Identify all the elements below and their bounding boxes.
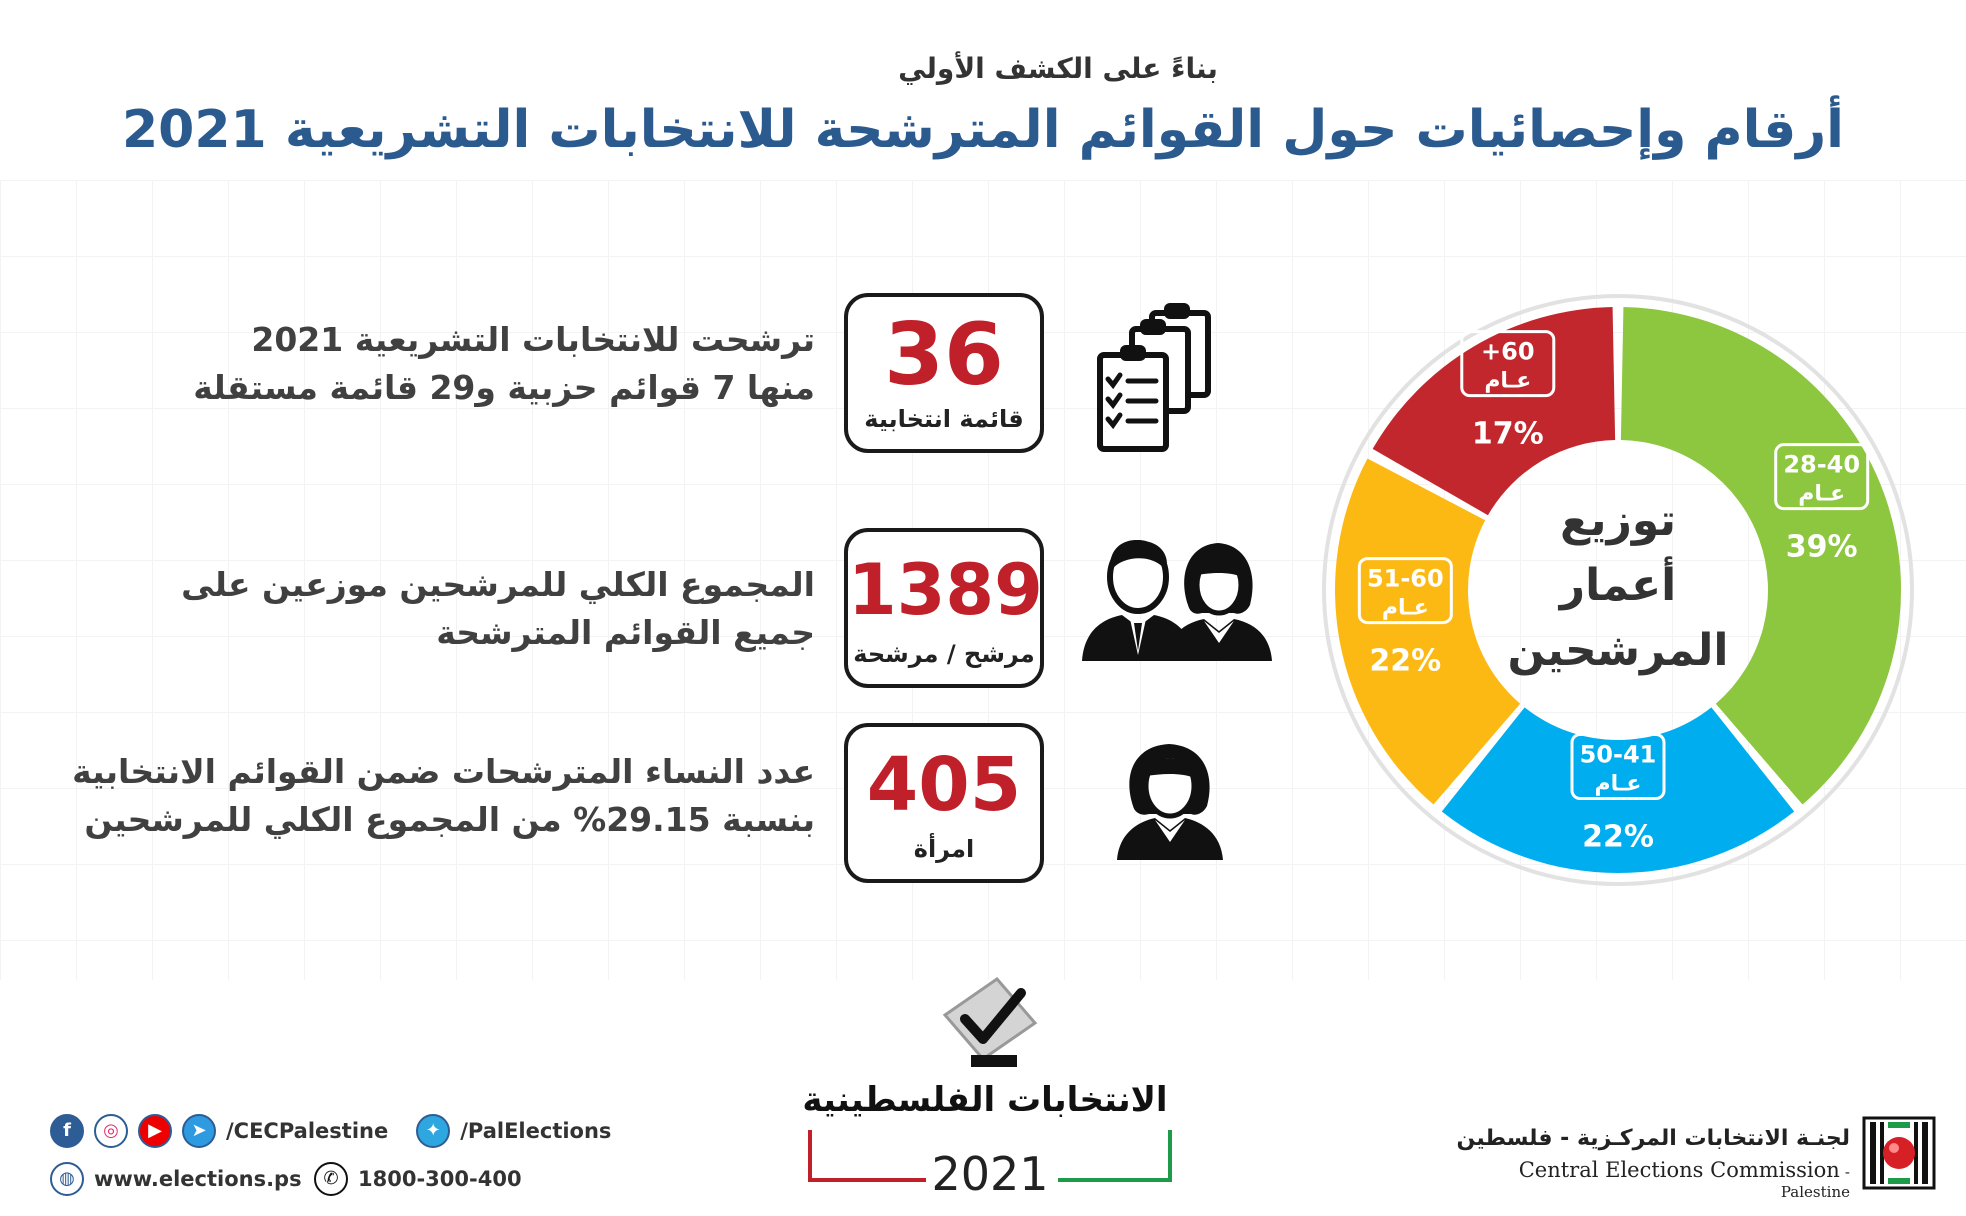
slice-range-box [1570,733,1666,800]
org-name-en-main: Central Elections Commission [1518,1158,1840,1182]
man-woman-icon [1082,540,1272,661]
slice-range-text: 51-60 [1367,565,1444,593]
stat-candidates-text: المجموع الكلي للمرشحين موزعين على جميع ا… [15,561,815,657]
slice-range-text: +60 [1481,338,1535,366]
globe-icon: ◍ [50,1162,84,1196]
slice-unit-text: عـام [1798,482,1845,507]
ballot-green-bracket-horizontal [1058,1178,1172,1182]
donut-title-line2: أعمار [1558,556,1677,611]
org-name-en: Central Elections Commission - Palestine [1450,1158,1850,1201]
contact-row: ◍ www.elections.ps ✆ 1800-300-400 [50,1162,522,1196]
social-handle-palelections[interactable]: /PalElections [460,1119,612,1143]
slice-unit-text: عـام [1484,369,1531,394]
ballot-red-bracket-horizontal [808,1178,926,1182]
donut-label-+60: +60 عـام 17% [1460,330,1556,452]
youtube-icon[interactable]: ▶ [138,1114,172,1148]
ballot-title: الانتخابات الفلسطينية [802,1080,1168,1120]
ballot-year: 2021 [931,1147,1049,1201]
stat-candidates-unit: مرشح / مرشحة [853,640,1035,668]
slice-range-text: 50-41 [1580,741,1657,769]
donut-outer-ring [1322,294,1914,886]
slice-range-box [1774,443,1870,511]
stat-women-line2: بنسبة 29.15% من المجموع الكلي للمرشحين [84,800,815,839]
social-row-1: f ◎ ▶ ➤ /CECPalestine ✦ /PalElections [50,1114,611,1148]
donut-center-title: توزيع أعمار المرشحين [1507,495,1728,676]
twitter-icon[interactable]: ✦ [416,1114,451,1148]
stat-candidates-line2: جميع القوائم المترشحة [436,613,815,652]
facebook-icon[interactable]: f [50,1114,84,1148]
stat-women-unit: امرأة [913,835,975,863]
donut-labels: 28-40 عـام 39% 50-41 عـام 22% 51-60 عـام 22% +60 ع… [1357,330,1870,855]
donut-label-50-41: 50-41 عـام 22% [1570,733,1666,855]
clipboard-list-icon [1097,303,1211,452]
ballot-green-bracket-vertical [1168,1130,1172,1182]
stat-women-box: 405 امرأة [844,723,1044,883]
age-distribution-donut-chart: 28-40 عـام 39% 50-41 عـام 22% 51-60 عـام 22% +60 ع… [1322,294,1914,886]
stat-candidates-line1: المجموع الكلي للمرشحين موزعين على [181,565,815,604]
donut-title-line1: توزيع [1560,495,1676,546]
slice-percent-label: 22% [1582,820,1654,855]
stat-women-line1: عدد النساء المترشحات ضمن القوائم الانتخا… [72,752,815,791]
donut-label-51-60: 51-60 عـام 22% [1357,557,1453,679]
stat-lists-number: 36 [884,305,1004,405]
donut-slice-50-41 [1441,707,1795,873]
ballot-red-bracket-vertical [808,1130,812,1182]
phone-icon: ✆ [314,1162,348,1196]
woman-icon [1117,744,1223,860]
page-subtitle: بناءً على الكشف الأولي [898,52,1218,85]
stat-lists-box: 36 قائمة انتخابية [844,293,1044,453]
donut-slices [1335,307,1901,873]
org-name-ar: لجنـة الانتخابات المركـزية - فلسطين [1456,1126,1850,1151]
telegram-icon[interactable]: ➤ [182,1114,216,1148]
social-handle-cec[interactable]: /CECPalestine [226,1119,389,1143]
stat-lists-line2: منها 7 قوائم حزبية و29 قائمة مستقلة [193,368,815,407]
page-title: أرقام وإحصائيات حول القوائم المترشحة للا… [122,100,1844,160]
slice-unit-text: عـام [1595,772,1642,797]
website-link[interactable]: www.elections.ps [94,1167,302,1191]
cec-logo-icon [1862,1116,1936,1190]
slice-percent-label: 22% [1369,644,1441,679]
ballot-box-icon [942,976,1038,1067]
stat-candidates-number: 1389 [848,549,1043,631]
instagram-icon[interactable]: ◎ [94,1114,128,1148]
slice-range-text: 28-40 [1783,451,1860,479]
stat-lists-line1: ترشحت للانتخابات التشريعية 2021 [251,320,815,359]
stat-lists-unit: قائمة انتخابية [864,405,1024,433]
slice-percent-label: 17% [1472,417,1544,452]
donut-slice-51-60 [1335,458,1521,805]
org-name-en-suffix: - Palestine [1780,1163,1850,1201]
donut-title-line3: المرشحين [1507,625,1728,676]
slice-range-box [1460,330,1556,398]
stat-candidates-box: 1389 مرشح / مرشحة [844,528,1044,688]
stat-women-text: عدد النساء المترشحات ضمن القوائم الانتخا… [15,748,815,844]
donut-slice-28-40 [1620,307,1901,805]
stat-women-number: 405 [866,742,1022,828]
slice-range-box [1357,557,1453,625]
phone-number[interactable]: 1800-300-400 [358,1167,522,1191]
slice-unit-text: عـام [1382,596,1429,621]
stat-lists-text: ترشحت للانتخابات التشريعية 2021 منها 7 ق… [15,316,815,412]
donut-label-28-40: 28-40 عـام 39% [1774,443,1870,565]
slice-percent-label: 39% [1786,530,1858,565]
